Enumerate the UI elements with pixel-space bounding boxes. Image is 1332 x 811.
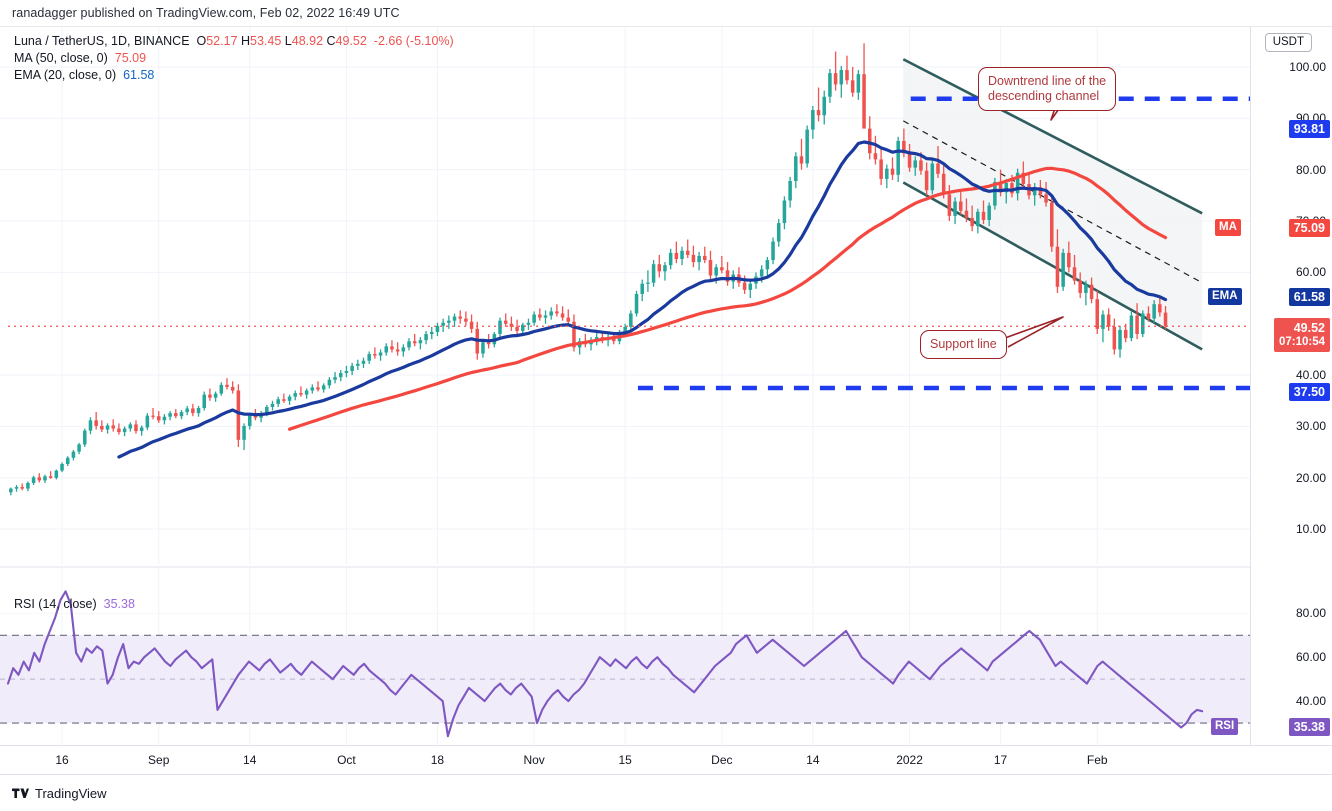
time-tick-dec: Dec [711, 753, 733, 767]
price-chart-svg [0, 27, 1250, 745]
time-scale-divider [0, 774, 1332, 775]
publication-line: ranadagger published on TradingView.com,… [12, 6, 400, 20]
badge-ma: 75.09 [1288, 219, 1330, 237]
annotation-downtrend-text: Downtrend line of the descending channel [978, 67, 1117, 111]
badge-last-price-value: 49.52 [1293, 321, 1325, 335]
badge-rsi: 35.38 [1288, 718, 1330, 736]
price-tick-10-00: 10.00 [1295, 522, 1326, 537]
tag-ma: MA [1215, 219, 1241, 236]
time-tick-nov: Nov [523, 753, 545, 767]
time-tick-14: 14 [243, 753, 257, 767]
price-tick-40-00: 40.00 [1295, 368, 1326, 383]
annotation-support[interactable]: Support line [920, 330, 1007, 359]
price-tick-60-00: 60.00 [1295, 265, 1326, 280]
time-tick-17: 17 [993, 753, 1008, 767]
rsi-tick-40-00: 40.00 [1295, 694, 1326, 709]
price-scale[interactable]: USDT 100.0090.0080.0070.0060.0040.0030.0… [1208, 27, 1332, 745]
header-divider [0, 26, 1332, 27]
time-tick-feb: Feb [1086, 753, 1108, 767]
currency-chip: USDT [1264, 33, 1312, 52]
time-tick-18: 18 [430, 753, 445, 767]
tag-rsi: RSI [1211, 718, 1239, 735]
badge-countdown: 07:10:54 [1278, 336, 1325, 348]
time-scale[interactable]: 16 Sep 14 Oct 18 Nov 15 Dec 14 2022 17 Feb [0, 746, 1332, 774]
badge-last-price: 49.52 07:10:54 [1273, 318, 1330, 352]
time-tick-sep: Sep [148, 753, 170, 767]
badge-resistance: 93.81 [1288, 120, 1330, 138]
tradingview-logo-icon [12, 788, 29, 798]
time-tick-14: 14 [806, 753, 820, 767]
price-tick-20-00: 20.00 [1295, 470, 1326, 485]
rsi-tick-60-00: 60.00 [1295, 650, 1326, 665]
badge-support: 37.50 [1288, 383, 1330, 401]
tradingview-footer: TradingView [12, 786, 107, 801]
badge-ema: 61.58 [1288, 288, 1330, 306]
annotation-downtrend[interactable]: Downtrend line of the descending channel [978, 67, 1117, 111]
price-tick-30-00: 30.00 [1295, 419, 1326, 434]
time-tick-16: 16 [55, 753, 69, 767]
rsi-legend: RSI (14, close) 35.38 [14, 597, 135, 611]
tag-ema: EMA [1208, 288, 1242, 305]
price-tick-80-00: 80.00 [1295, 162, 1326, 177]
time-tick-15: 15 [618, 753, 632, 767]
rsi-tick-80-00: 80.00 [1295, 606, 1326, 621]
price-tick-100-00: 100.00 [1289, 59, 1326, 74]
annotation-support-text: Support line [920, 330, 1007, 359]
chart-canvas[interactable]: Luna / TetherUS, 1D, BINANCE O52.17 H53.… [0, 27, 1250, 745]
time-tick-oct: Oct [337, 753, 356, 767]
tradingview-brand: TradingView [35, 786, 107, 801]
chart-bottom-divider [0, 745, 1332, 746]
rsi-legend-label: RSI (14, close) [14, 597, 97, 611]
time-tick-2022: 2022 [896, 753, 923, 767]
rsi-legend-value: 35.38 [103, 597, 135, 611]
